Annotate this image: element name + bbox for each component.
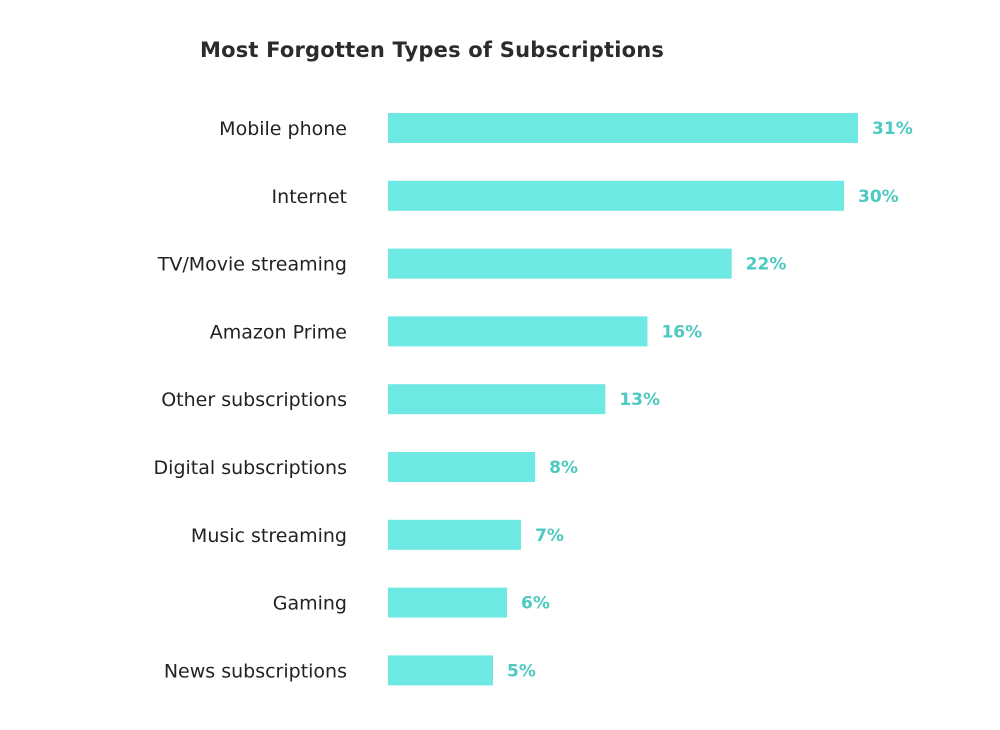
category-label: Amazon Prime <box>210 321 347 343</box>
category-label: Other subscriptions <box>161 389 347 411</box>
category-label: Internet <box>272 186 347 208</box>
bar <box>388 519 522 550</box>
data-label: 6% <box>521 594 550 614</box>
category-label: Mobile phone <box>219 118 347 140</box>
bar <box>388 113 859 143</box>
category-label: News subscriptions <box>164 660 347 682</box>
bar <box>388 655 493 686</box>
data-label: 5% <box>507 661 536 681</box>
category-label: Gaming <box>273 593 347 615</box>
data-label: 13% <box>619 390 660 410</box>
data-label: 30% <box>858 187 899 207</box>
chart-title: Most Forgotten Types of Subscriptions <box>200 38 665 62</box>
bar <box>388 384 606 415</box>
category-label: Music streaming <box>191 525 347 547</box>
bar <box>388 316 648 347</box>
data-label: 7% <box>535 526 564 546</box>
category-label: Digital subscriptions <box>154 457 347 479</box>
data-label: 8% <box>549 458 578 478</box>
bar <box>388 180 844 211</box>
bar <box>388 248 732 279</box>
data-label: 31% <box>872 119 913 139</box>
category-label: TV/Movie streaming <box>157 254 347 276</box>
bar <box>388 587 508 618</box>
data-label: 22% <box>746 255 787 275</box>
data-label: 16% <box>661 322 702 342</box>
bar <box>388 452 536 482</box>
